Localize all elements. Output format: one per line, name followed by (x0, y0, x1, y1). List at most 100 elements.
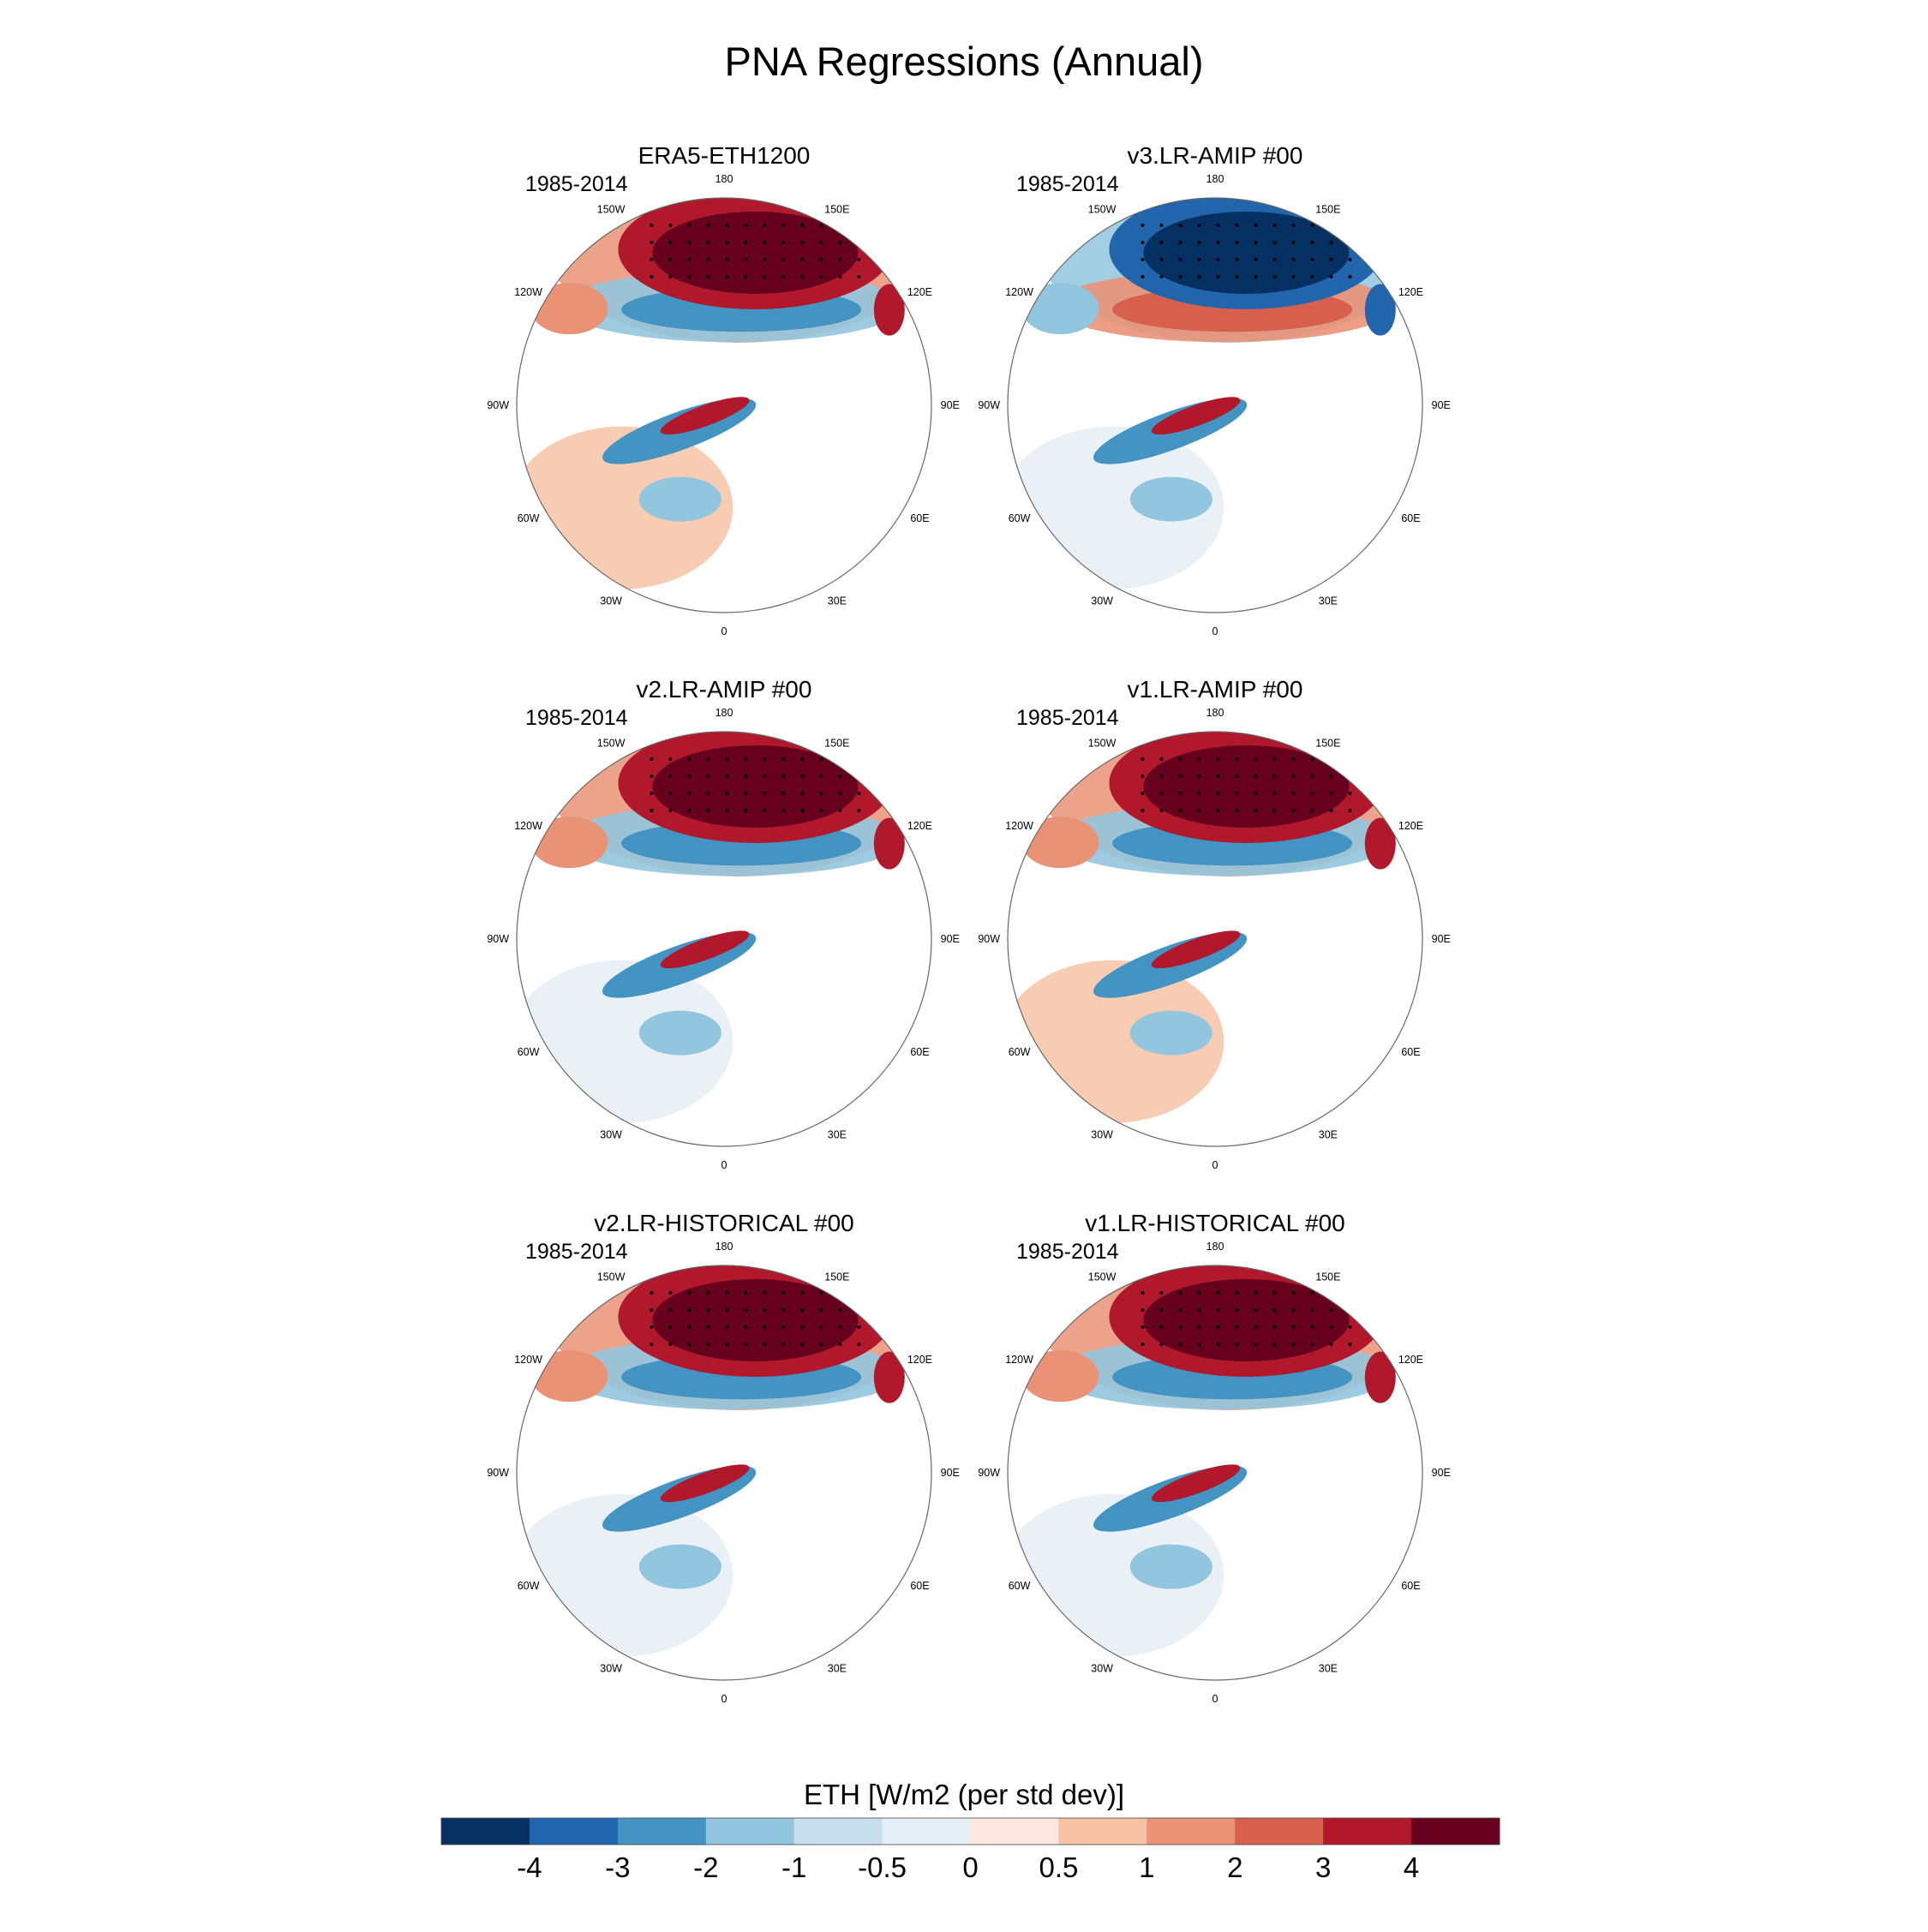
colorbar-tick-label: -1 (781, 1851, 806, 1883)
longitude-label: 30E (1319, 1662, 1338, 1674)
significance-dot (1216, 757, 1220, 761)
significance-dot (781, 1325, 786, 1329)
significance-dot (1197, 1325, 1201, 1329)
significance-dot (1291, 257, 1296, 261)
significance-dot (650, 808, 654, 812)
longitude-label: 180 (716, 707, 733, 719)
longitude-label: 120E (1398, 286, 1423, 298)
significance-dot (725, 774, 729, 778)
longitude-label: 60E (910, 512, 929, 524)
significance-dot (1329, 257, 1333, 261)
significance-dot (838, 1325, 842, 1329)
significance-dot (1329, 1325, 1333, 1329)
anomaly-region (1151, 397, 1241, 435)
longitude-label: 30E (828, 1662, 847, 1674)
significance-dot (1272, 1325, 1277, 1329)
longitude-label: 30E (1319, 595, 1338, 607)
longitude-label: 90W (978, 1467, 1000, 1479)
significance-dot (1329, 757, 1333, 761)
longitude-label: 120W (514, 286, 542, 298)
significance-dot (1310, 808, 1314, 812)
significance-dot (1197, 223, 1201, 227)
significance-dot (1291, 791, 1296, 795)
significance-dot (1216, 1325, 1220, 1329)
anomaly-region (873, 1351, 905, 1403)
anomaly-region (1151, 1464, 1241, 1503)
significance-dot (725, 223, 729, 227)
significance-dot (838, 257, 842, 261)
longitude-label: 180 (716, 1241, 733, 1253)
significance-dot (1235, 274, 1239, 278)
significance-dot (687, 808, 692, 812)
longitude-label: 150E (824, 204, 849, 216)
significance-dot (725, 757, 729, 761)
significance-dot (706, 240, 710, 244)
significance-dot (1235, 240, 1239, 244)
longitude-label: 150E (1315, 738, 1340, 750)
significance-dot (819, 791, 823, 795)
significance-dot (1254, 1342, 1258, 1346)
significance-dot (1254, 223, 1258, 227)
significance-dot (1178, 257, 1183, 261)
colorbar-tick-label: -0.5 (858, 1851, 907, 1883)
significance-dot (800, 1342, 805, 1346)
significance-dot (838, 1307, 842, 1312)
longitude-label: 30W (1091, 1128, 1113, 1140)
significance-dot (1159, 274, 1164, 278)
significance-dot (800, 1290, 805, 1295)
significance-dot (1272, 274, 1277, 278)
longitude-label: 60W (518, 1046, 540, 1058)
longitude-label: 120W (1005, 1354, 1033, 1366)
colorbar-tick-label: 4 (1404, 1851, 1419, 1883)
longitude-label: 0 (1212, 625, 1218, 637)
significance-dot (1272, 223, 1277, 227)
longitude-label: 30W (1091, 1662, 1113, 1674)
colorbar-title: ETH [W/m2 (per std dev)] (804, 1779, 1124, 1810)
significance-dot (1348, 1307, 1352, 1312)
significance-dot (650, 223, 654, 227)
significance-dot (800, 1307, 805, 1312)
anomaly-region (660, 1464, 750, 1503)
significance-dot (1291, 240, 1296, 244)
significance-dot (687, 1325, 692, 1329)
significance-dot (650, 791, 654, 795)
anomaly-region (1143, 211, 1350, 294)
longitude-label: 120W (1005, 820, 1033, 832)
significance-dot (1197, 257, 1201, 261)
significance-dot (1178, 240, 1183, 244)
significance-dot (1178, 223, 1183, 227)
panel-title: v2.LR-HISTORICAL #00 (594, 1210, 853, 1236)
significance-dot (706, 774, 710, 778)
significance-dot (668, 223, 673, 227)
significance-dot (1329, 791, 1333, 795)
significance-dot (1329, 774, 1333, 778)
significance-dot (781, 757, 786, 761)
significance-dot (763, 274, 767, 278)
significance-dot (857, 1342, 861, 1346)
map-boundary (1007, 197, 1423, 613)
longitude-label: 90E (1432, 933, 1451, 945)
significance-dot (1329, 274, 1333, 278)
anomaly-region (638, 1010, 722, 1056)
significance-dot (1348, 1290, 1352, 1295)
longitude-label: 30W (600, 1662, 622, 1674)
significance-dot (800, 274, 805, 278)
significance-dot (650, 1342, 654, 1346)
panel-title: v2.LR-AMIP #00 (637, 676, 812, 703)
anomaly-region (660, 930, 750, 969)
colorbar-swatch (705, 1818, 795, 1845)
significance-dot (668, 808, 673, 812)
significance-dot (857, 791, 861, 795)
colorbar-frame (440, 1817, 1500, 1845)
significance-dot (819, 240, 823, 244)
significance-dot (1216, 1290, 1220, 1295)
significance-dot (1178, 1342, 1183, 1346)
significance-dot (1254, 257, 1258, 261)
longitude-label: 120W (1005, 286, 1033, 298)
significance-dot (1272, 1307, 1277, 1312)
significance-dot (1141, 774, 1145, 778)
significance-dot (650, 1290, 654, 1295)
longitude-label: 60E (1401, 512, 1420, 524)
significance-dot (687, 774, 692, 778)
significance-dot (838, 808, 842, 812)
